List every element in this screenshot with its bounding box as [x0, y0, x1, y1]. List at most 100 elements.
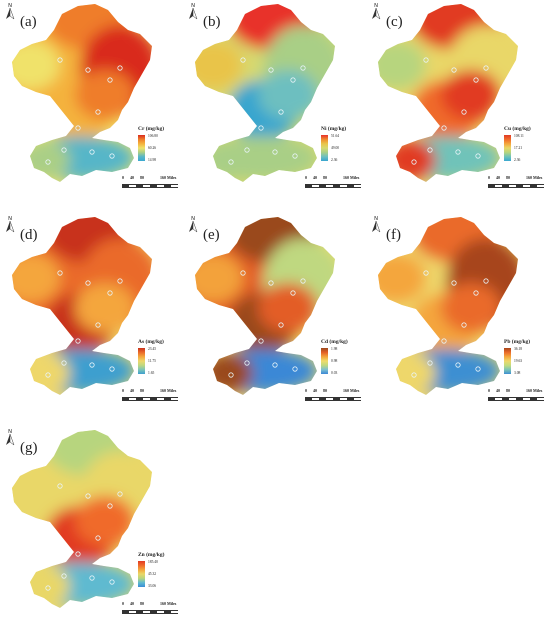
scale-label: 160 Miles	[343, 388, 360, 393]
interpolation-zone	[75, 496, 135, 546]
north-label: N	[191, 3, 195, 9]
north-arrow-icon: N	[189, 216, 198, 233]
scale-label: 0	[488, 388, 490, 393]
legend-min-value: 33.06	[148, 584, 157, 588]
scale-label: 160 Miles	[160, 601, 177, 606]
north-arrow-icon: N	[6, 429, 15, 446]
map-panel-e: N (e) Cd (mg/kg) 1.98 0.98 0.03 0 40 80 …	[183, 213, 363, 418]
legend-title: Ni (mg/kg)	[321, 126, 347, 132]
map-panel-c: N (c) Cu (mg/kg) 108.11 17.21 2.36 0 40 …	[366, 0, 546, 205]
legend-mid-value: 11.75	[148, 359, 156, 363]
sample-point	[411, 159, 417, 165]
legend-max-value: 36.18	[514, 347, 523, 351]
heatmap-map	[195, 217, 335, 395]
sample-point	[268, 67, 274, 73]
sample-point	[61, 147, 67, 153]
scale-label: 80	[506, 388, 510, 393]
legend-title: Pb (mg/kg)	[504, 339, 531, 345]
scale-label: 40	[130, 601, 134, 606]
sample-point	[427, 360, 433, 366]
interpolation-zone	[75, 70, 135, 120]
scale-label: 40	[496, 388, 500, 393]
sample-point	[107, 503, 113, 509]
heatmap-map	[378, 217, 518, 395]
sample-point	[244, 360, 250, 366]
interpolation-zone	[386, 140, 436, 180]
sample-point	[75, 338, 81, 344]
interpolation-zone	[378, 40, 426, 90]
scale-bar: 0 40 80 160 Miles	[305, 388, 375, 402]
sample-point	[483, 278, 489, 284]
scale-bar: 0 40 80 160 Miles	[122, 388, 192, 402]
sample-point	[109, 366, 115, 372]
scale-label: 160 Miles	[343, 175, 360, 180]
interpolation-zone	[12, 253, 60, 303]
north-label: N	[8, 216, 12, 222]
sample-point	[441, 338, 447, 344]
legend-color-bar	[321, 348, 328, 374]
map-panel-a: N (a) Cr (mg/kg) 106.80 60.26 14.98 0 40…	[0, 0, 180, 205]
legend-min-value: 14.98	[148, 158, 157, 162]
sample-point	[109, 579, 115, 585]
legend-max-value: 185.40	[148, 560, 158, 564]
scale-graphic	[122, 184, 178, 188]
legend: Ni (mg/kg) 51.64 49.00 2.36	[321, 126, 371, 166]
legend: As (mg/kg) 23.45 11.75 1.65	[138, 339, 188, 379]
legend: Cd (mg/kg) 1.98 0.98 0.03	[321, 339, 371, 379]
panel-label: (g)	[20, 440, 38, 456]
north-label: N	[8, 3, 12, 9]
scale-label: 0	[122, 175, 124, 180]
legend-color-bar	[138, 348, 145, 374]
sample-point	[258, 338, 264, 344]
sample-point	[228, 372, 234, 378]
panel-label: (d)	[20, 227, 38, 243]
panel-label: (a)	[20, 14, 37, 30]
sample-point	[268, 280, 274, 286]
panel-label: (f)	[386, 227, 401, 243]
legend-mid-value: 45.32	[148, 572, 157, 576]
scale-graphic	[488, 397, 544, 401]
sample-point	[290, 77, 296, 83]
scale-label: 0	[122, 388, 124, 393]
legend-max-value: 1.98	[331, 347, 338, 351]
sample-point	[89, 362, 95, 368]
map-panel-b: N (b) Ni (mg/kg) 51.64 49.00 2.36 0 40 8…	[183, 0, 363, 205]
interpolation-zone	[20, 140, 70, 180]
legend-title: Cr (mg/kg)	[138, 126, 165, 132]
sample-point	[240, 57, 246, 63]
scale-bar: 0 40 80 160 Miles	[122, 601, 192, 615]
legend-max-value: 108.11	[514, 134, 524, 138]
scale-label: 80	[506, 175, 510, 180]
sample-point	[117, 491, 123, 497]
sample-point	[290, 290, 296, 296]
sample-point	[423, 270, 429, 276]
sample-point	[109, 153, 115, 159]
sample-point	[228, 159, 234, 165]
sample-point	[278, 109, 284, 115]
scale-graphic	[122, 397, 178, 401]
legend-title: Cd (mg/kg)	[321, 339, 348, 345]
map-panel-d: N (d) As (mg/kg) 23.45 11.75 1.65 0 40 8…	[0, 213, 180, 418]
interpolation-zone	[12, 466, 60, 516]
interpolation-zone	[20, 353, 70, 393]
sample-point	[292, 153, 298, 159]
scale-label: 40	[313, 388, 317, 393]
legend-min-value: 2.36	[331, 158, 338, 162]
heatmap-map	[195, 4, 335, 182]
scale-label: 80	[323, 388, 327, 393]
scale-label: 80	[323, 175, 327, 180]
sample-point	[107, 77, 113, 83]
north-arrow-icon: N	[372, 3, 381, 20]
interpolation-zone	[203, 140, 253, 180]
sample-point	[57, 57, 63, 63]
interpolation-zone	[12, 40, 60, 90]
north-arrow-icon: N	[6, 216, 15, 233]
interpolation-zone	[195, 253, 243, 303]
scale-bar: 0 40 80 160 Miles	[305, 175, 375, 189]
sample-point	[107, 290, 113, 296]
scale-bar: 0 40 80 160 Miles	[122, 175, 192, 189]
sample-point	[455, 149, 461, 155]
sample-point	[75, 125, 81, 131]
sample-point	[95, 109, 101, 115]
legend-max-value: 23.45	[148, 347, 157, 351]
